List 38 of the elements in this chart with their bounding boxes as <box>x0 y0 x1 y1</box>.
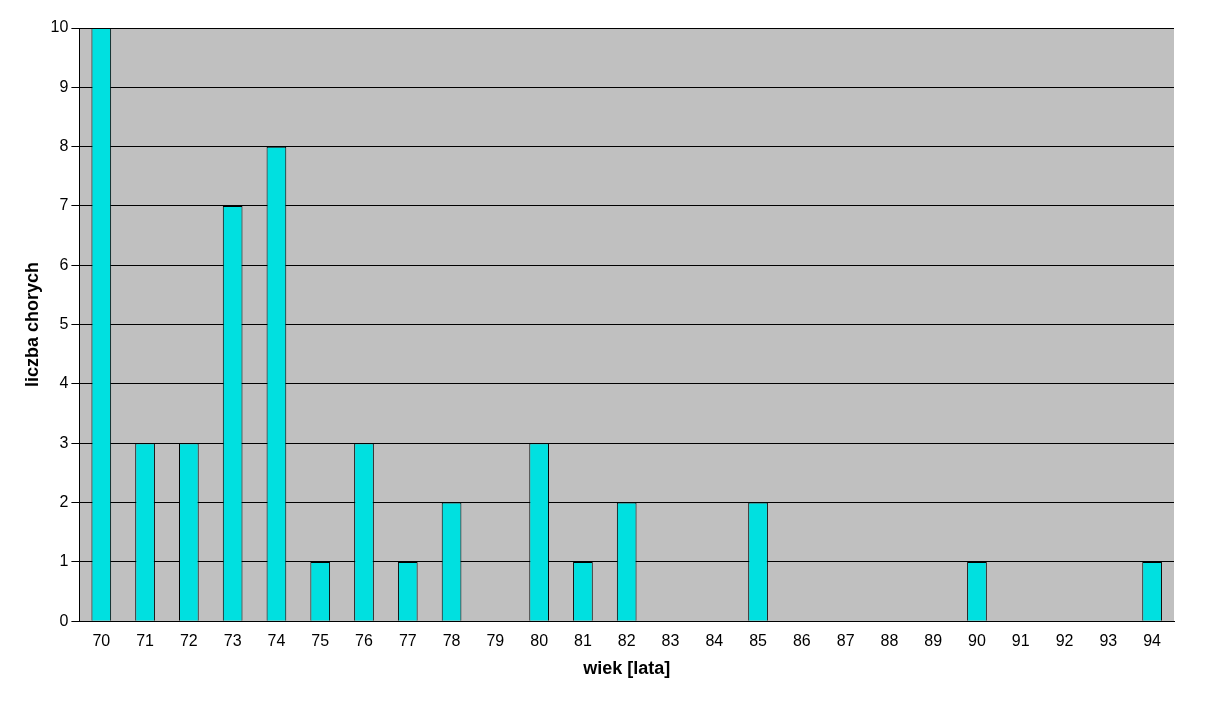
y-tick-label: 0 <box>59 611 69 629</box>
x-tick-label: 83 <box>661 632 680 650</box>
x-tick-label: 78 <box>442 632 461 650</box>
y-tick-label: 5 <box>59 315 69 333</box>
x-tick-label: 92 <box>1055 632 1074 650</box>
y-tick-label: 6 <box>59 255 69 273</box>
y-tick-label: 4 <box>59 374 69 392</box>
x-tick-label: 74 <box>267 632 286 650</box>
y-axis-title: liczba chorych <box>21 262 42 388</box>
x-tick-label: 81 <box>574 632 592 650</box>
y-tick-label: 10 <box>50 18 69 36</box>
x-tick-label: 87 <box>836 632 855 650</box>
y-tick-label: 7 <box>59 196 69 214</box>
x-tick-label: 70 <box>92 632 111 650</box>
x-tick-label: 93 <box>1099 632 1118 650</box>
x-tick-label: 90 <box>968 632 986 650</box>
x-tick-label: 77 <box>398 632 417 650</box>
x-tick-label: 88 <box>880 632 899 650</box>
x-tick-label: 72 <box>179 632 198 650</box>
x-tick-label: 73 <box>223 632 242 650</box>
y-tick-label: 1 <box>59 552 69 570</box>
x-tick-label: 84 <box>705 632 724 650</box>
x-tick-label: 91 <box>1011 632 1030 650</box>
x-tick-label: 94 <box>1143 632 1162 650</box>
y-tick-label: 3 <box>59 433 69 451</box>
x-tick-label: 85 <box>749 632 768 650</box>
x-tick-label: 75 <box>311 632 330 650</box>
x-tick-label: 82 <box>617 632 636 650</box>
x-tick-label: 79 <box>486 632 505 650</box>
x-tick-label: 76 <box>355 632 373 650</box>
x-tick-label: 86 <box>792 632 811 650</box>
y-tick-label: 9 <box>59 77 69 95</box>
y-tick-label: 2 <box>59 492 69 510</box>
y-tick-label: 8 <box>59 137 69 155</box>
x-tick-label: 89 <box>924 632 943 650</box>
x-axis-title: wiek [lata] <box>582 658 671 679</box>
x-tick-label: 80 <box>530 632 549 650</box>
x-tick-label: 71 <box>136 632 155 650</box>
